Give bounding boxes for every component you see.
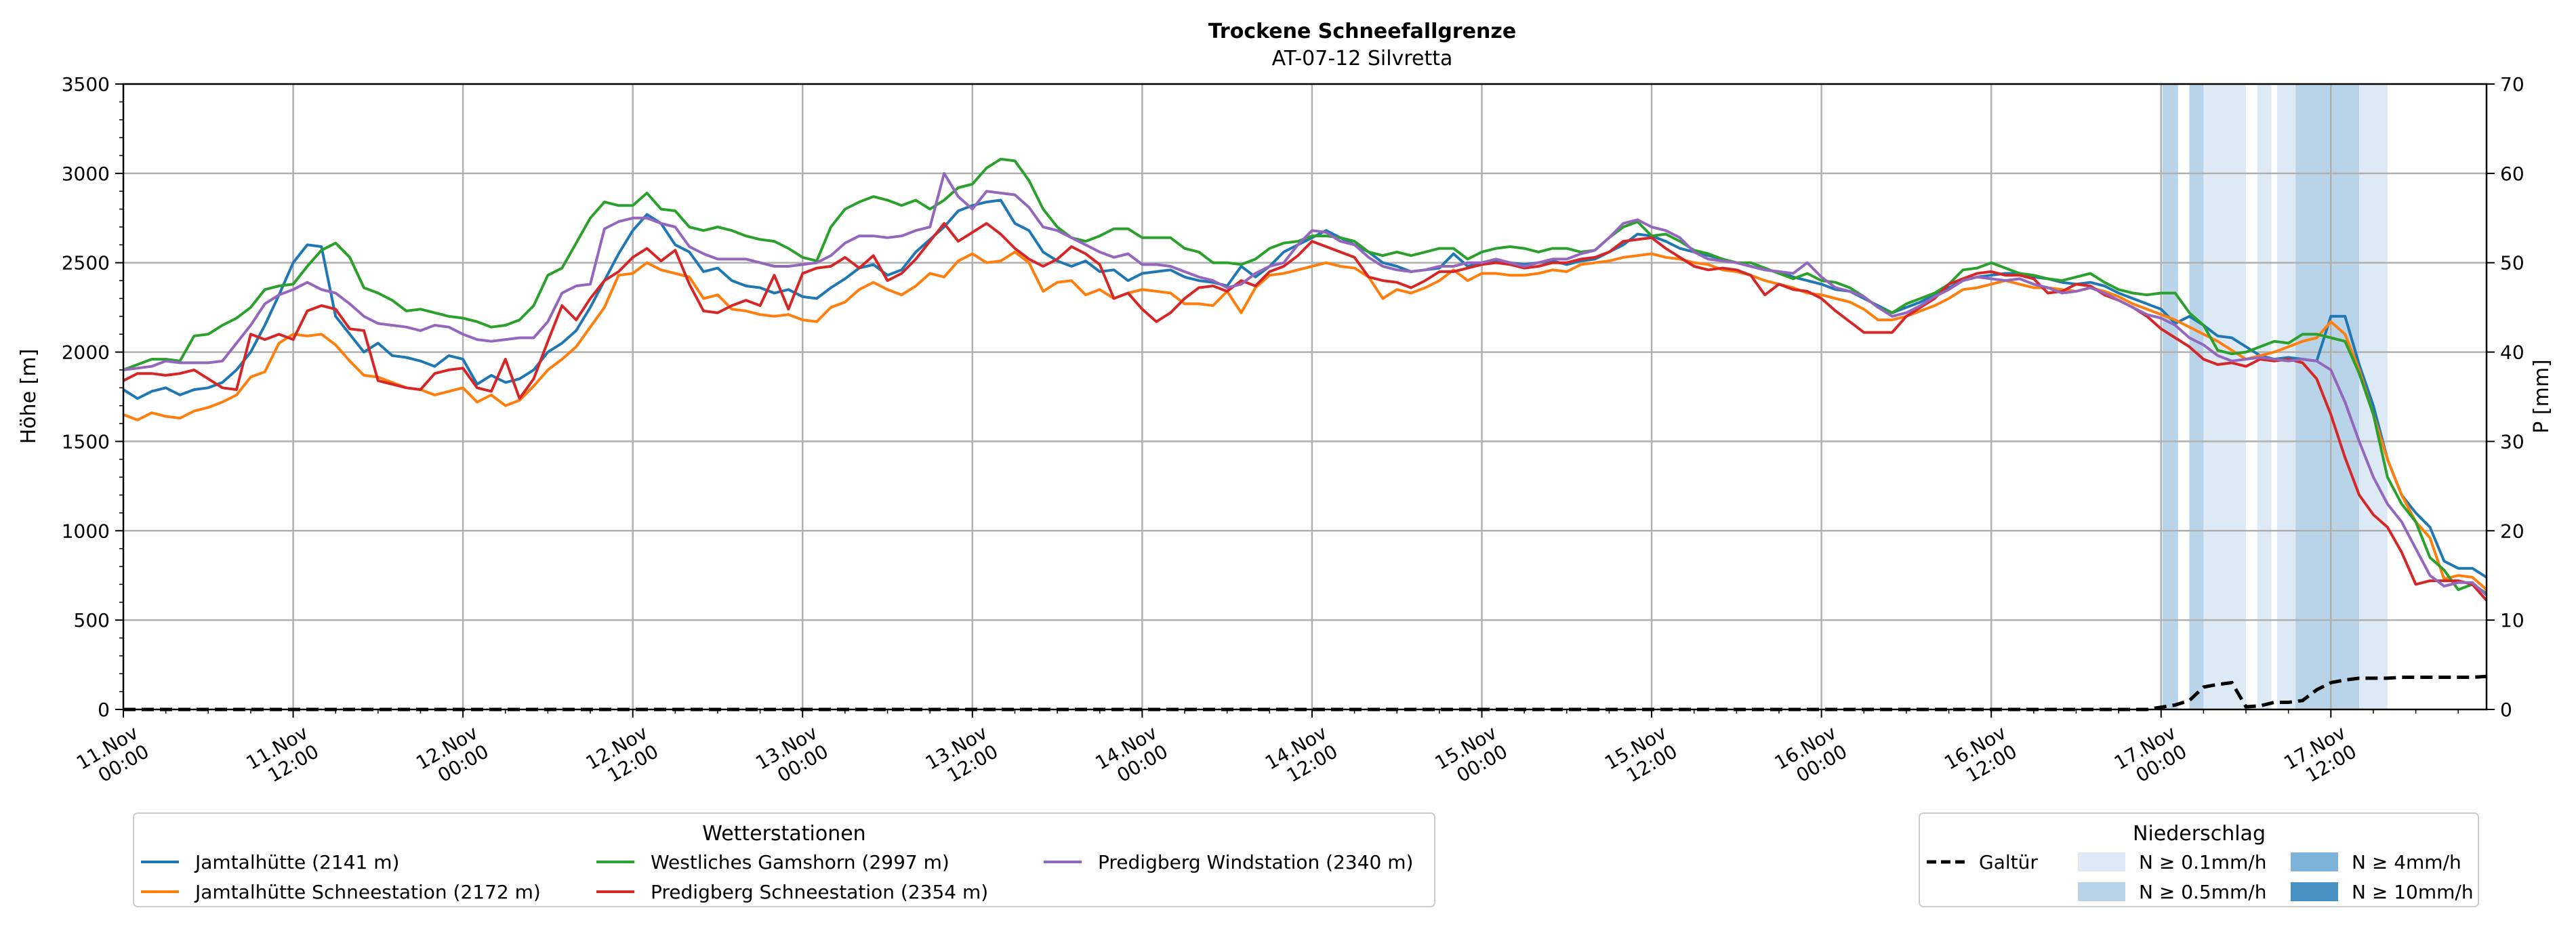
plot-frame [122,83,2488,711]
x-tick-label-0: 11.Nov00:00 [73,721,152,793]
y2-tick-label-4: 40 [2500,342,2524,364]
chart-subtitle: AT-07-12 Silvretta [1272,47,1453,70]
legend-level-swatch-3 [2291,882,2338,901]
series-line-2 [123,157,2488,595]
series-line-0 [122,199,2488,579]
x-tick-label-3: 12.Nov12:00 [582,721,662,793]
series-line-1 [123,250,2488,591]
legend-stations: Wetterstationen Jamtalhütte (2141 m) Jamt… [133,812,1435,907]
precip-band-0 [2162,84,2178,709]
y-axis: 0 500 1000 1500 2000 2500 3000 3500 [62,73,123,721]
series-line-3 [123,222,2488,602]
y-tick-label-2: 1000 [62,520,110,542]
precip-band-1 [2189,84,2204,709]
x-tick-label-5: 13.Nov12:00 [922,721,1002,793]
x-tick-label-4: 13.Nov00:00 [752,721,832,793]
x-tick-label-11: 16.Nov12:00 [1940,721,2020,793]
x-tick-label-8: 15.Nov00:00 [1431,721,1511,793]
x-tick-label-2: 12.Nov00:00 [412,721,492,793]
x-tick-label-13: 17.Nov12:00 [2280,721,2360,793]
y2-axis: 0 10 20 30 40 50 60 70 [2487,73,2524,721]
legend-precip: Niederschlag Galtür N ≥ 0.1mm/h N ≥ 0.5mm/… [1919,812,2479,907]
y-tick-label-5: 2500 [62,252,110,274]
precip-band-2 [2203,84,2247,709]
x-tick-label-10: 16.Nov00:00 [1771,721,1851,793]
legend-label-3: Predigberg Schneestation (2354 m) [651,881,988,903]
precip-band-3 [2257,84,2272,709]
station-lines [122,157,2488,602]
legend-label-0: Jamtalhütte (2141 m) [194,851,399,873]
x-tick-label-6: 14.Nov00:00 [1091,721,1171,793]
legend-label-4: Predigberg Windstation (2340 m) [1098,851,1413,873]
precip-band-4 [2276,84,2296,709]
y-tick-label-0: 0 [98,699,110,721]
legend-precip-title: Niederschlag [2133,822,2266,846]
y2-tick-label-5: 50 [2500,252,2524,274]
x-tick-label-1: 11.Nov12:00 [243,721,323,793]
y-axis-label: Höhe [m] [17,349,41,445]
precip-band-7 [2359,84,2388,709]
y2-tick-label-1: 10 [2500,609,2524,632]
y-tick-label-3: 1500 [62,430,110,453]
y-tick-label-4: 2000 [62,342,110,364]
legend-label-1: Jamtalhütte Schneestation (2172 m) [194,881,541,903]
x-axis: 11.Nov00:00 11.Nov12:00 12.Nov00:00 12.Nov1… [73,709,2459,793]
y-tick-label-6: 3000 [62,163,110,185]
y-tick-label-7: 3500 [62,73,110,96]
legend-level-label-0: N ≥ 0.1mm/h [2139,851,2266,873]
series-line-4 [123,171,2488,596]
y-tick-label-1: 500 [74,609,110,632]
legend-level-swatch-1 [2078,882,2125,901]
precip-bands [2162,84,2388,709]
legend-level-swatch-0 [2078,852,2125,871]
legend-level-label-2: N ≥ 4mm/h [2352,851,2461,873]
y2-tick-label-7: 70 [2500,73,2524,96]
x-tick-label-7: 14.Nov12:00 [1261,721,1341,793]
precip-line [123,674,2487,711]
y2-tick-label-2: 20 [2500,520,2524,542]
legend-precip-box [1919,812,2479,907]
grid-lines [123,84,2487,709]
y2-tick-label-0: 0 [2500,699,2512,721]
legend-label-2: Westliches Gamshorn (2997 m) [651,851,949,873]
legend-level-swatch-2 [2291,852,2338,871]
legend-level-label-1: N ≥ 0.5mm/h [2139,881,2266,903]
x-tick-label-9: 15.Nov12:00 [1601,721,1681,793]
x-tick-label-12: 17.Nov00:00 [2110,721,2190,793]
legend-galtur-label: Galtür [1979,851,2038,873]
chart-title: Trockene Schneefallgrenze [1208,20,1516,43]
precip-band-6 [2331,84,2360,709]
legend-level-label-3: N ≥ 10mm/h [2352,881,2474,903]
y2-tick-label-3: 30 [2500,430,2524,453]
precip-band-5 [2295,84,2331,709]
y2-axis-label: P [mm] [2530,359,2554,433]
y2-tick-label-6: 60 [2500,163,2524,185]
legend-stations-title: Wetterstationen [702,822,865,846]
precip-galtur-line [123,674,2487,711]
legend-stations-box [133,812,1435,907]
